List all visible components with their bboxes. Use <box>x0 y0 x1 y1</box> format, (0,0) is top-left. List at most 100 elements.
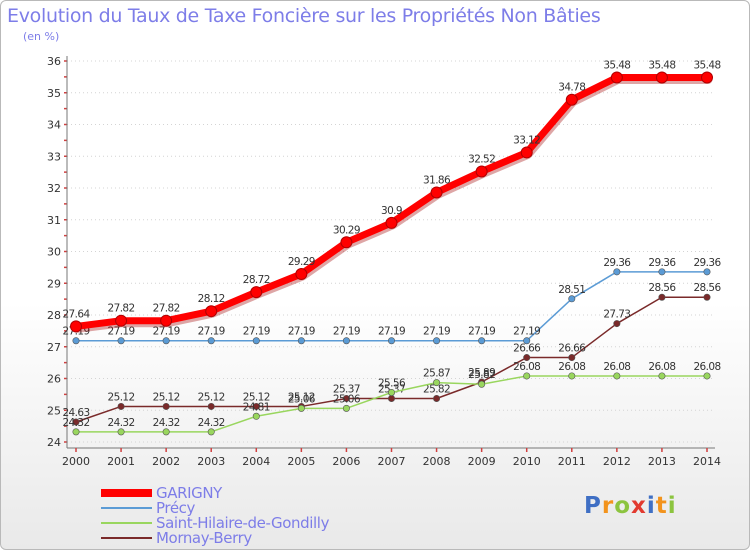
data-point <box>568 372 576 380</box>
data-label: 27.19 <box>243 326 270 338</box>
data-label: 25.12 <box>243 391 270 403</box>
data-label: 27.19 <box>108 326 135 338</box>
data-label: 26.66 <box>513 343 541 355</box>
logo-letter: r <box>601 493 615 519</box>
data-label: 26.08 <box>603 361 630 373</box>
data-point <box>658 372 666 380</box>
data-label: 24.32 <box>62 417 89 429</box>
data-label: 31.86 <box>423 174 451 186</box>
data-label: 24.32 <box>153 417 180 429</box>
y-tick-label: 27 <box>47 341 61 354</box>
data-label: 27.19 <box>423 326 450 338</box>
data-point <box>115 314 128 327</box>
y-tick-label: 30 <box>47 246 61 259</box>
data-point <box>342 337 350 345</box>
data-label: 24.32 <box>198 417 225 429</box>
y-tick-label: 36 <box>47 55 61 68</box>
data-label: 35.48 <box>648 60 675 72</box>
data-point <box>565 93 578 106</box>
data-point <box>162 428 170 436</box>
data-label: 25.12 <box>288 391 315 403</box>
proxiti-logo: Proxiti <box>584 493 677 519</box>
data-point <box>613 372 621 380</box>
data-point <box>433 379 441 387</box>
data-label: 35.48 <box>603 60 630 72</box>
data-label: 29.36 <box>603 257 631 269</box>
y-tick-label: 26 <box>47 373 61 386</box>
data-label: 24.32 <box>108 417 135 429</box>
logo-letter: i <box>646 493 656 519</box>
data-label: 25.12 <box>153 391 180 403</box>
data-point <box>520 146 533 159</box>
logo-letter: i <box>667 493 677 519</box>
data-label: 28.51 <box>558 284 585 296</box>
series-pr-cy: 27.19 27.19 27.19 27.19 27.19 27.19 27.19 27.19… <box>62 257 722 345</box>
grid-lines <box>67 60 715 443</box>
data-point <box>385 216 398 229</box>
series-mornay-berry: 24.6325.1225.1225.1225.1225.1225.3725.37… <box>62 282 722 426</box>
data-point <box>117 337 125 345</box>
data-point <box>207 402 215 410</box>
data-point <box>205 305 218 318</box>
data-point <box>297 337 305 345</box>
x-tick-label: 2004 <box>242 455 270 468</box>
data-label: 27.19 <box>153 326 180 338</box>
data-label: 32.52 <box>468 153 495 165</box>
data-point <box>72 428 80 436</box>
data-label: 24.81 <box>243 401 270 413</box>
data-point <box>342 404 350 412</box>
x-tick-label: 2006 <box>332 455 360 468</box>
data-label: 25.06 <box>288 393 316 405</box>
data-label: 29.29 <box>288 256 315 268</box>
data-point <box>250 286 263 299</box>
y-tick-label: 33 <box>47 150 61 163</box>
data-label: 27.19 <box>468 326 495 338</box>
data-point <box>162 337 170 345</box>
data-label: 25.12 <box>198 391 225 403</box>
x-tick-label: 2010 <box>513 455 541 468</box>
logo-letter: t <box>655 493 668 519</box>
data-label: 27.82 <box>153 303 180 315</box>
data-point <box>658 293 666 301</box>
data-point <box>703 293 711 301</box>
data-point <box>252 412 260 420</box>
x-tick-label: 2003 <box>197 455 225 468</box>
y-tick-label: 24 <box>47 436 61 449</box>
y-tick-label: 31 <box>47 214 61 227</box>
data-point <box>295 268 308 281</box>
y-tick-label: 34 <box>47 119 61 132</box>
data-point <box>523 337 531 345</box>
data-label: 29.36 <box>648 257 676 269</box>
data-point <box>162 402 170 410</box>
chart-title: Evolution du Taux de Taxe Foncière sur l… <box>7 5 601 27</box>
data-label: 27.73 <box>603 309 630 321</box>
data-label: 27.64 <box>62 308 90 320</box>
data-label: 27.19 <box>288 326 315 338</box>
series-line <box>72 74 711 330</box>
data-label: 25.82 <box>423 384 450 396</box>
data-point <box>523 354 531 362</box>
x-tick-label: 2011 <box>558 455 586 468</box>
legend-label: Précy <box>156 499 195 517</box>
legend-swatch <box>101 489 152 497</box>
data-point <box>703 372 711 380</box>
data-point <box>430 186 443 199</box>
data-label: 33.12 <box>513 134 540 146</box>
data-point <box>117 428 125 436</box>
data-point <box>207 337 215 345</box>
data-label: 27.19 <box>513 326 540 338</box>
data-label: 26.08 <box>693 361 720 373</box>
data-point <box>475 165 488 178</box>
data-label: 26.08 <box>513 361 540 373</box>
axes: 24 25 26 27 28 29 30 31 32 33 34 35 36 2000 2001 2002 20… <box>47 55 721 468</box>
data-label: 24.63 <box>62 407 89 419</box>
data-label: 27.19 <box>198 326 225 338</box>
chart-subtitle: (en %) <box>23 30 60 43</box>
data-point <box>658 268 666 276</box>
data-point <box>207 428 215 436</box>
data-point <box>340 236 353 249</box>
x-tick-label: 2002 <box>152 455 180 468</box>
x-tick-label: 2007 <box>378 455 406 468</box>
logo-letter: P <box>584 493 602 519</box>
